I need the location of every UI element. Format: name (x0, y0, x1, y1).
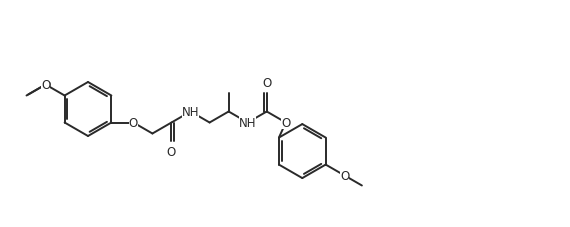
Text: O: O (41, 79, 50, 92)
Text: NH: NH (239, 116, 256, 129)
Text: O: O (262, 76, 271, 89)
Text: O: O (340, 169, 349, 182)
Text: O: O (281, 116, 291, 129)
Text: O: O (167, 146, 176, 158)
Text: O: O (41, 79, 50, 92)
Text: O: O (129, 116, 138, 129)
Text: NH: NH (182, 106, 200, 118)
